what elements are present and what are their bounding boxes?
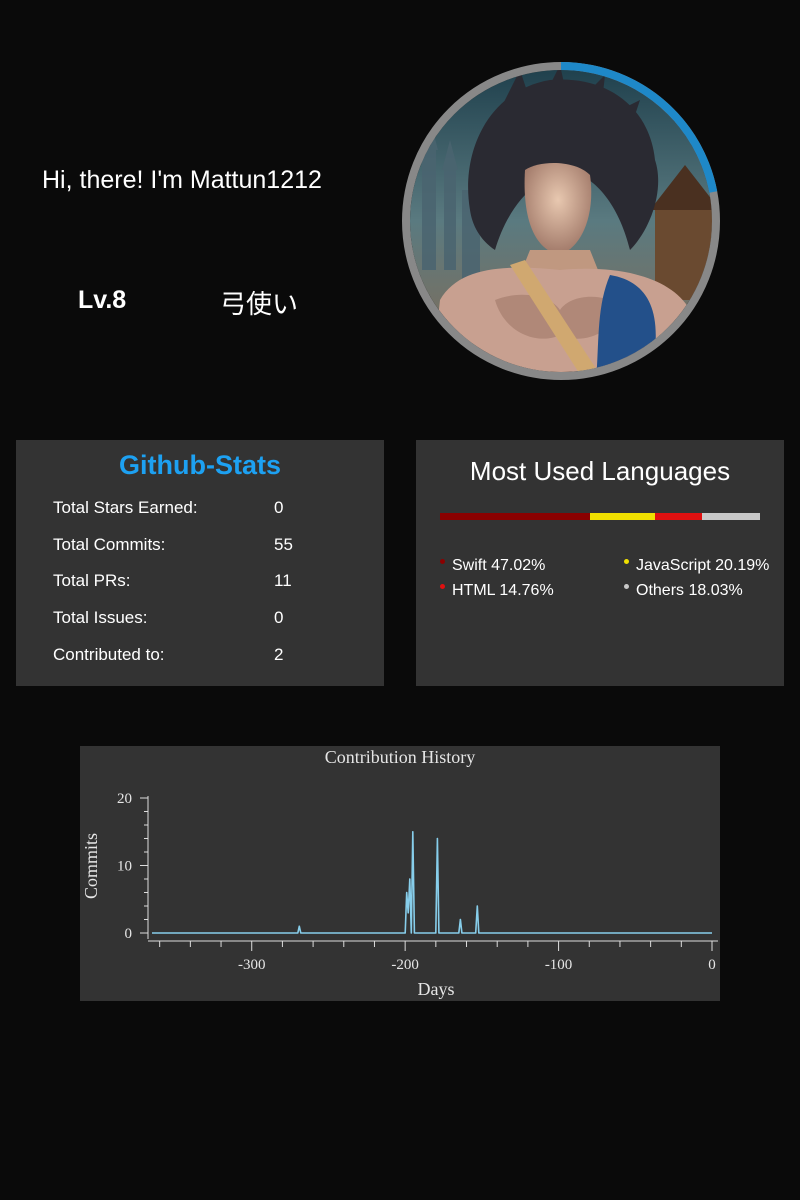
stat-label: Total Stars Earned:	[53, 498, 198, 517]
lang-bar-segment-swift	[440, 513, 591, 520]
avatar-image	[402, 62, 720, 380]
level-progress-arc	[402, 62, 720, 380]
chart-point	[459, 918, 461, 921]
chart-point	[298, 925, 300, 927]
stat-value: 2	[274, 645, 284, 664]
stat-value: 55	[274, 535, 293, 554]
chart-point	[412, 831, 414, 833]
chart-ylabel: Commits	[81, 833, 101, 899]
lang-bar-segment-javascript	[590, 513, 656, 520]
lang-dot	[440, 559, 445, 564]
greeting-text: Hi, there! I'm Mattun1212	[42, 166, 322, 194]
avatar	[400, 60, 722, 382]
chart-xtick-label: -100	[545, 957, 573, 973]
chart-ytick-label: 10	[117, 859, 132, 875]
lang-bar-segment-others	[702, 513, 760, 520]
stat-label: Total PRs:	[53, 571, 131, 590]
lang-label: HTML 14.76%	[452, 582, 554, 599]
lang-item-javascript: JavaScript 20.19%	[624, 557, 769, 575]
stat-label: Contributed to:	[53, 645, 165, 664]
lang-label: Swift 47.02%	[452, 557, 546, 574]
lang-dot	[440, 584, 445, 589]
chart-point	[407, 912, 409, 914]
languages-title: Most Used Languages	[469, 456, 731, 486]
lang-item-html: HTML 14.76%	[440, 582, 554, 600]
stat-value: 0	[274, 498, 284, 517]
stat-value: 11	[274, 571, 292, 590]
chart-xtick-label: 0	[708, 957, 716, 973]
chart-point	[409, 878, 411, 880]
level-text: Lv.8	[78, 286, 127, 314]
contribution-chart: Contribution History Days Commits 0 10 20 -300…	[81, 747, 718, 999]
lang-item-swift: Swift 47.02%	[440, 557, 545, 575]
chart-xtick-label: -200	[391, 957, 419, 973]
chart-title: Contribution History	[325, 747, 476, 767]
chart-ytick-label: 0	[125, 926, 133, 942]
lang-item-others: Others 18.03%	[624, 582, 743, 600]
chart-point	[476, 905, 478, 907]
job-title: 弓使い	[220, 290, 299, 320]
chart-xtick-label: -300	[238, 957, 265, 973]
lang-label: JavaScript 20.19%	[636, 557, 770, 574]
chart-ytick-label: 20	[117, 791, 132, 807]
stat-label: Total Issues:	[53, 608, 148, 627]
lang-dot	[624, 584, 629, 589]
stat-value: 0	[274, 608, 284, 627]
chart-series-line	[152, 831, 712, 934]
lang-dot	[624, 559, 629, 564]
github-stats-card: Github-Stats Total Stars Earned: 0 Total…	[16, 440, 384, 686]
stat-label: Total Commits:	[53, 535, 166, 554]
lang-label: Others 18.03%	[636, 582, 743, 599]
lang-bar-segment-html	[655, 513, 703, 520]
chart-point	[406, 891, 408, 894]
contribution-chart-card: Contribution History Days Commits 0 10 20 -300…	[80, 746, 720, 1001]
languages-card: Most Used Languages Swift 47.02% JavaScr…	[416, 440, 784, 686]
languages-bar	[440, 513, 760, 520]
chart-xlabel: Days	[418, 979, 455, 999]
stats-title: Github-Stats	[119, 450, 281, 480]
chart-point	[436, 837, 438, 840]
